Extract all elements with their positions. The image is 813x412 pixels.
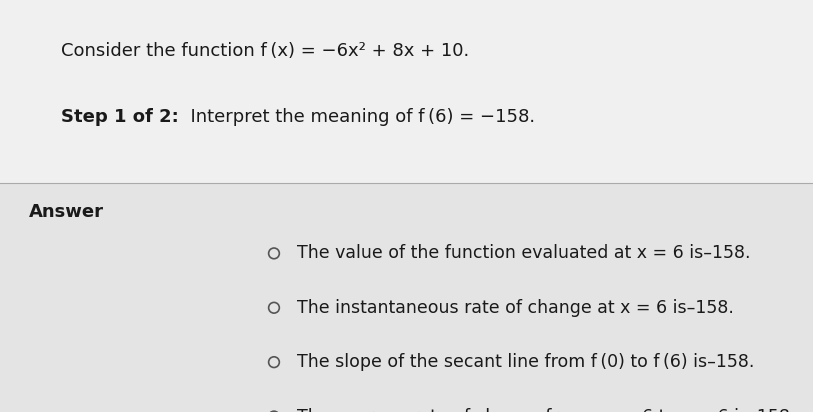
FancyBboxPatch shape <box>0 0 813 183</box>
Text: Interpret the meaning of f (6) = −158.: Interpret the meaning of f (6) = −158. <box>179 108 535 126</box>
Text: The average rate of change from x = −6 to x = 6 is–158.: The average rate of change from x = −6 t… <box>297 407 795 412</box>
Text: Consider the function f (x) = −6x² + 8x + 10.: Consider the function f (x) = −6x² + 8x … <box>61 42 469 61</box>
FancyBboxPatch shape <box>0 183 813 412</box>
Text: Step 1 of 2:: Step 1 of 2: <box>61 108 179 126</box>
Text: The value of the function evaluated at x = 6 is–158.: The value of the function evaluated at x… <box>297 244 750 262</box>
Text: The slope of the secant line from f (0) to f (6) is–158.: The slope of the secant line from f (0) … <box>297 353 754 371</box>
Text: Answer: Answer <box>28 203 103 221</box>
Text: The instantaneous rate of change at x = 6 is–158.: The instantaneous rate of change at x = … <box>297 299 733 317</box>
